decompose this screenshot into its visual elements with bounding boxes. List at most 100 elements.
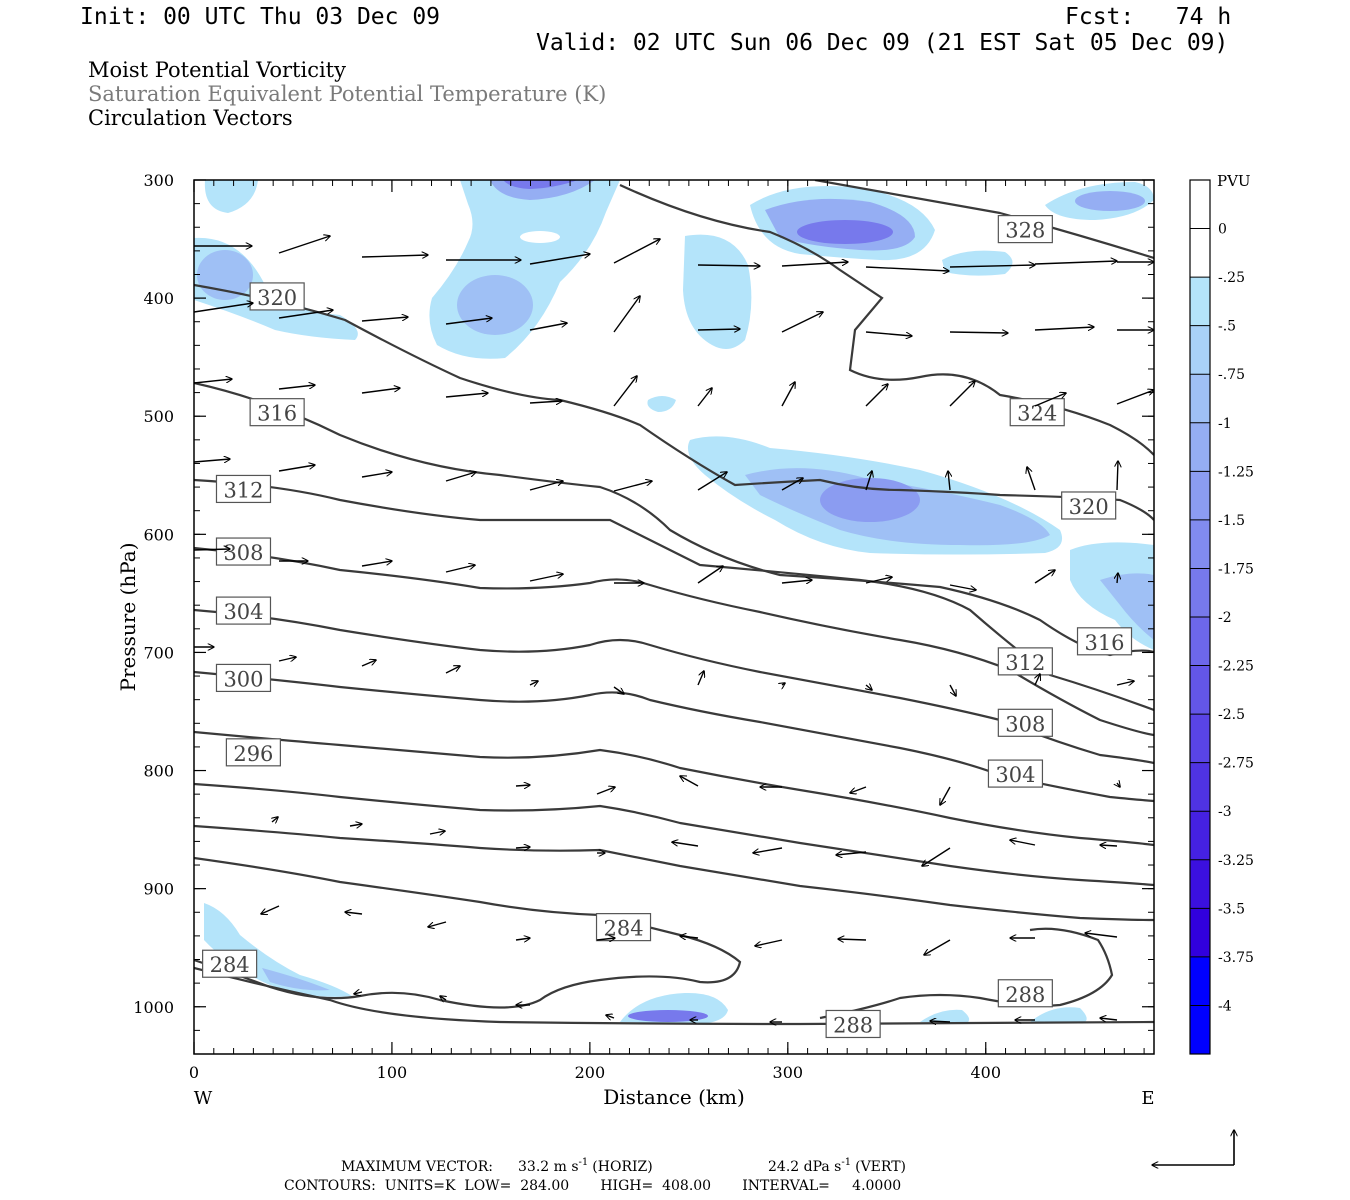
contour-label: 308 <box>997 708 1053 737</box>
colorbar-swatch <box>1190 568 1210 617</box>
circulation-vector <box>680 776 699 787</box>
contour-label: 316 <box>1076 627 1133 656</box>
x-tick-label: 300 <box>773 1063 804 1082</box>
circulation-vector <box>850 786 867 793</box>
contour-label: 288 <box>825 1009 881 1039</box>
circulation-vector <box>1117 783 1120 787</box>
circulation-vector <box>781 580 812 583</box>
x-axis-east-label: E <box>1141 1088 1154 1109</box>
colorbar-tick-label: -2.75 <box>1218 756 1254 772</box>
colorbar-swatch <box>1190 617 1210 666</box>
colorbar-swatch <box>1190 714 1210 763</box>
svg-text:304: 304 <box>223 600 263 624</box>
colorbar-tick-label: -2.25 <box>1218 659 1254 675</box>
contour-label: 288 <box>997 979 1053 1008</box>
contour-label: 324 <box>1009 398 1065 427</box>
circulation-vector <box>529 681 538 685</box>
colorbar-tick-label: -3.5 <box>1218 901 1245 917</box>
circulation-vector <box>865 577 892 584</box>
svg-text:320: 320 <box>257 286 297 310</box>
contour-label: 296 <box>225 738 281 767</box>
circulation-vector <box>1116 390 1154 405</box>
circulation-vector <box>680 936 699 938</box>
y-tick-label: 700 <box>143 643 174 662</box>
circulation-vector <box>613 239 660 264</box>
svg-text:288: 288 <box>833 1013 873 1037</box>
circulation-vector <box>865 384 888 407</box>
circulation-vector <box>361 255 428 257</box>
circulation-vector <box>1034 327 1094 330</box>
svg-text:312: 312 <box>1005 651 1045 675</box>
title-theta-es: Saturation Equivalent Potential Temperat… <box>88 82 607 106</box>
circulation-vector <box>1034 261 1117 264</box>
circulation-vector <box>1117 573 1118 584</box>
svg-text:284: 284 <box>210 953 250 977</box>
circulation-vector <box>781 382 795 407</box>
circulation-vector <box>361 561 392 567</box>
circulation-vectors <box>194 236 1154 1022</box>
circulation-vector <box>515 785 530 786</box>
svg-text:308: 308 <box>223 541 263 565</box>
colorbar-swatch <box>1190 325 1210 375</box>
circulation-vector <box>429 831 445 834</box>
circulation-vector <box>1034 393 1066 407</box>
circulation-vector <box>1027 467 1036 491</box>
circulation-vector <box>278 385 315 390</box>
contour-label: 312 <box>997 647 1053 676</box>
circulation-vector <box>781 312 823 333</box>
colorbar-tick-label: 0 <box>1218 222 1227 238</box>
circulation-vector <box>194 549 230 550</box>
plot-frame <box>193 179 1155 1055</box>
colorbar-swatch <box>1190 908 1210 957</box>
forecast-hour: Fcst: 74 h <box>1065 4 1232 30</box>
circulation-vector <box>1100 845 1118 846</box>
circulation-vector <box>272 817 278 822</box>
contour-label: 312 <box>215 474 272 504</box>
colorbar-swatch <box>1190 471 1210 520</box>
circulation-vector <box>349 824 362 826</box>
colorbar-swatch <box>1190 762 1210 812</box>
colorbar-tick-label: -.5 <box>1218 319 1236 335</box>
circulation-vector <box>1116 681 1134 685</box>
colorbar-tick-label: -3.75 <box>1218 950 1254 966</box>
y-tick-label: 900 <box>143 880 174 899</box>
contour-label: 308 <box>215 537 272 566</box>
circulation-vector <box>278 236 330 254</box>
y-tick-label: 500 <box>143 407 174 426</box>
footer-max-vector: MAXIMUM VECTOR: 33.2 m s-1 (HORIZ) 24.2 d… <box>341 1157 906 1175</box>
circulation-vector <box>782 683 785 685</box>
theta-es-contours <box>194 180 1154 1026</box>
pv-colorbar: 0 -.25 -.5 -.75 -1 -1.25 -1.5 -1.75 -2 -2.25 -2.5 -… <box>1189 179 1254 1055</box>
circulation-vector <box>697 566 723 584</box>
circulation-vector <box>781 478 803 491</box>
circulation-vector <box>445 472 476 482</box>
valid-time: Valid: 02 UTC Sun 06 Dec 09 (21 EST Sat … <box>536 30 1229 56</box>
x-axis-ticks: 0 100 200 300 400 <box>189 180 1145 1082</box>
circulation-vector <box>949 265 1035 267</box>
y-tick-label: 800 <box>143 762 174 781</box>
circulation-vector <box>278 465 315 472</box>
circulation-vector <box>515 847 530 848</box>
circulation-vector <box>613 296 640 333</box>
colorbar-tick-label: -.75 <box>1218 367 1245 383</box>
circulation-vector <box>672 842 699 847</box>
circulation-vector <box>613 481 652 492</box>
colorbar-swatch <box>1190 811 1210 860</box>
reference-vector <box>1152 1130 1234 1165</box>
x-axis-west-label: W <box>194 1088 213 1109</box>
circulation-vector <box>697 329 740 330</box>
circulation-vector <box>361 660 376 667</box>
contour-labels: 328 320 316 324 312 320 308 304 316 312 300 308 296 3… <box>202 215 1133 1039</box>
circulation-vector <box>361 317 408 322</box>
colorbar-swatch <box>1190 956 1210 1006</box>
circulation-vector <box>1034 570 1055 584</box>
y-axis-ticks: 300 400 500 600 700 800 900 1000 <box>133 171 1154 1055</box>
circulation-vector <box>529 401 562 403</box>
colorbar-swatch <box>1190 519 1210 569</box>
x-axis-label: Distance (km) <box>603 1085 745 1109</box>
circulation-vector <box>948 471 950 491</box>
circulation-vector <box>697 671 704 686</box>
circulation-vector <box>529 323 567 331</box>
svg-text:312: 312 <box>223 478 263 502</box>
svg-text:316: 316 <box>1084 631 1124 655</box>
